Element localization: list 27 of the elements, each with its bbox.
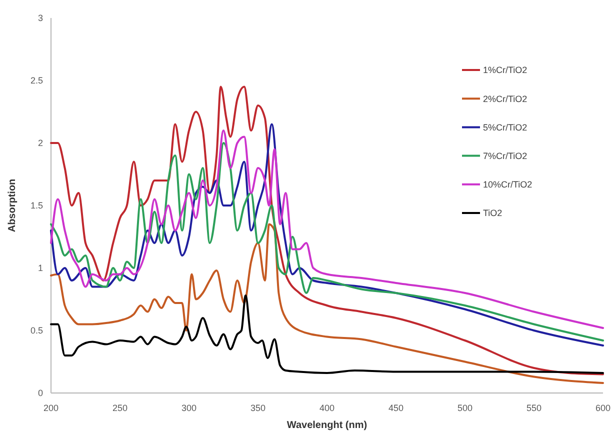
x-tick-label: 400 bbox=[319, 403, 335, 413]
y-tick-label: 0.5 bbox=[30, 326, 43, 336]
x-tick-label: 300 bbox=[181, 403, 197, 413]
line-series bbox=[50, 294, 604, 374]
x-tick-label: 600 bbox=[595, 403, 611, 413]
legend-label: TiO2 bbox=[483, 208, 502, 218]
y-tick-label: 2.5 bbox=[30, 76, 43, 86]
x-axis-title: Wavelenght (nm) bbox=[286, 420, 368, 431]
line-series bbox=[50, 86, 604, 376]
legend-label: 7%Cr/TiO2 bbox=[483, 150, 528, 161]
y-axis-title: Absorption bbox=[7, 178, 18, 232]
x-tick-label: 550 bbox=[526, 403, 542, 413]
legend-label: 5%Cr/TiO2 bbox=[483, 122, 528, 132]
y-tick-label: 0 bbox=[38, 388, 43, 398]
x-tick-label: 350 bbox=[250, 403, 266, 413]
legend-label: 10%Cr/TiO2 bbox=[483, 180, 532, 190]
y-tick-label: 1 bbox=[38, 263, 43, 274]
y-tick-label: 2 bbox=[38, 138, 43, 148]
x-tick-label: 500 bbox=[457, 403, 473, 413]
x-tick-label: 200 bbox=[43, 403, 59, 413]
x-tick-label: 250 bbox=[112, 403, 128, 413]
legend-label: 1%Cr/TiO2 bbox=[483, 65, 528, 76]
line-series bbox=[50, 223, 604, 384]
legend-label: 2%Cr/TiO2 bbox=[483, 94, 528, 104]
y-tick-label: 1.5 bbox=[30, 200, 43, 211]
x-tick-label: 450 bbox=[388, 403, 404, 413]
y-tick-label: 3 bbox=[38, 13, 43, 24]
